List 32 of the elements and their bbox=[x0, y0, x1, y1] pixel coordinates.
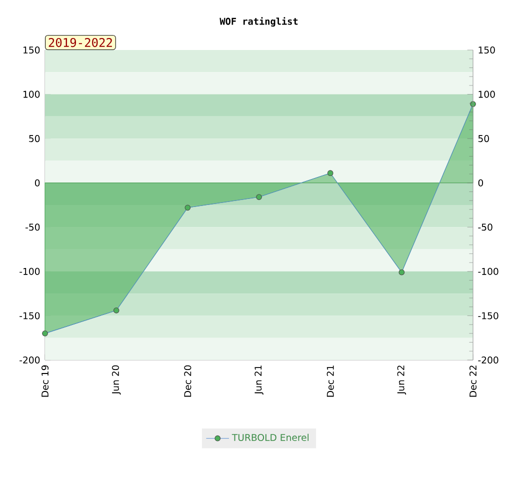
x-tick-label: Dec 20 bbox=[184, 365, 192, 397]
y-tick-label: 0 bbox=[478, 179, 484, 186]
x-tick-label: Dec 22 bbox=[469, 366, 477, 397]
y2-tick-label: 100 bbox=[24, 90, 40, 98]
y2-tick-label: -50 bbox=[26, 224, 40, 231]
y2-tick-label: -200 bbox=[20, 356, 40, 364]
y-tick-label: -50 bbox=[478, 224, 492, 231]
x-tick-label: Dec 21 bbox=[326, 366, 334, 397]
chart-title: WOF ratinglist bbox=[220, 17, 298, 27]
y2-tick-label: 50 bbox=[29, 135, 40, 142]
point bbox=[256, 194, 262, 200]
point bbox=[327, 170, 334, 176]
y-tick-label: 150 bbox=[478, 46, 495, 54]
x-tick-label: Dec 19 bbox=[41, 365, 49, 397]
y2-tick-label: -150 bbox=[20, 312, 40, 320]
point bbox=[113, 307, 120, 314]
y-tick-label: -150 bbox=[478, 312, 498, 320]
y2-tick-label: 0 bbox=[34, 179, 40, 186]
x-tick-label: Jun 21 bbox=[254, 366, 264, 395]
text: 2019-2022 bbox=[48, 38, 112, 48]
y-tick-label: 50 bbox=[478, 135, 489, 142]
y2-tick-label: -100 bbox=[20, 268, 40, 275]
y-tick-label: -100 bbox=[478, 268, 498, 275]
x-tick-label: Jun 20 bbox=[112, 365, 121, 395]
point bbox=[184, 204, 191, 211]
y2-tick-label: 150 bbox=[24, 46, 40, 54]
x-tick-label: Jun 22 bbox=[397, 366, 406, 395]
point bbox=[398, 269, 405, 276]
y-tick-label: 100 bbox=[478, 90, 495, 98]
y-tick-label: -200 bbox=[478, 356, 498, 364]
legend-label: TURBOLD Enerel bbox=[232, 434, 309, 442]
point bbox=[42, 330, 48, 336]
